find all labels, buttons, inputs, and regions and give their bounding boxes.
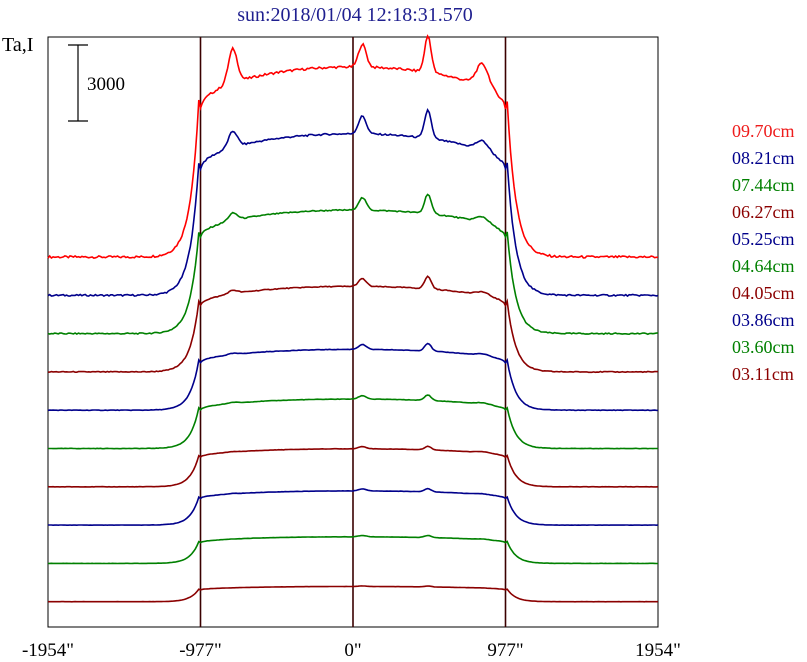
intensity-scale-bar: 3000 (68, 44, 125, 122)
x-tick-label-4: 1954" (635, 640, 681, 661)
series-line-04.64cm (48, 394, 658, 450)
series-line-04.05cm (47, 445, 659, 488)
spectral-curves (47, 34, 659, 603)
legend-item-6: 04.05cm (732, 283, 795, 303)
series-line-03.60cm (47, 534, 658, 565)
chart-title: sun:2018/01/04 12:18:31.570 (237, 4, 473, 26)
legend-item-7: 03.86cm (732, 310, 795, 330)
series-line-03.86cm (48, 487, 659, 527)
x-tick-labels: -1954" -977" 0" 977" 1954" (22, 640, 681, 661)
series-line-09.70cm (47, 34, 658, 260)
series-line-03.11cm (48, 585, 658, 603)
x-tick-label-3: 977" (487, 640, 523, 661)
series-line-05.25cm (47, 342, 659, 412)
vertical-reference-lines (199, 37, 507, 627)
legend-item-8: 03.60cm (732, 337, 795, 357)
legend: 09.70cm 08.21cm 07.44cm 06.27cm 05.25cm 04.64… (732, 118, 795, 388)
series-line-08.21cm (47, 108, 659, 298)
legend-item-0: 09.70cm (732, 121, 795, 141)
x-tick-label-1: -977" (179, 640, 222, 661)
x-tick-label-0: -1954" (22, 640, 74, 661)
series-line-06.27cm (47, 275, 659, 374)
series-line-07.44cm (47, 193, 659, 336)
legend-item-2: 07.44cm (732, 175, 795, 195)
legend-item-1: 08.21cm (732, 148, 795, 168)
y-axis-label: Ta,I (2, 34, 34, 56)
scale-bar-label: 3000 (87, 74, 125, 95)
x-tick-label-2: 0" (344, 640, 361, 661)
legend-item-4: 05.25cm (732, 229, 795, 249)
legend-item-9: 03.11cm (732, 364, 794, 384)
legend-item-3: 06.27cm (732, 202, 795, 222)
legend-item-5: 04.64cm (732, 256, 795, 276)
